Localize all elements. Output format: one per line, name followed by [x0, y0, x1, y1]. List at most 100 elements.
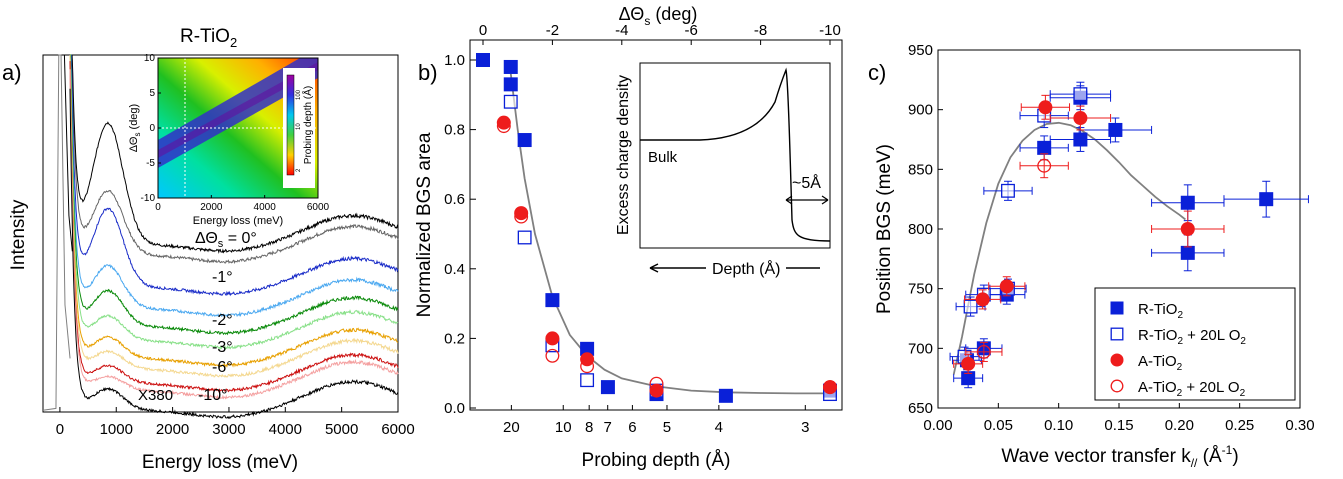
panel-c: c) 0.00 0.05 0.10 0.15 0.20 0.25 0.30 650 700 750…	[868, 42, 1315, 470]
y-tick-label: 800	[908, 221, 933, 238]
panel-b-inset: Excess charge density Bulk ~5Å Depth (Å)	[615, 62, 831, 278]
x-tick-label: 0.10	[1044, 417, 1073, 434]
spectrum-curve	[69, 54, 398, 368]
inset-heatmap-band-core	[158, 62, 318, 158]
x-tick-label: 0.15	[1104, 417, 1133, 434]
series-label-dtheta_-10: -10°	[198, 387, 228, 404]
series-label-dtheta_-3: -3°	[212, 339, 233, 356]
marker-open-square	[580, 373, 595, 388]
legend-subscript: 2	[1240, 388, 1246, 399]
top-x-tick-label: -4	[615, 22, 628, 39]
y-tick-label: 0.4	[444, 261, 465, 278]
panel-b-inset-frame	[639, 62, 831, 249]
x-tick-label: 6000	[381, 421, 414, 438]
inset-cbar-tick-2: 2	[296, 168, 302, 172]
legend-entry-1: R-TiO2	[1138, 301, 1183, 321]
marker-open-circle	[496, 119, 511, 134]
legend-text: + 20L O	[1182, 379, 1239, 396]
panel-b-label: b)	[418, 60, 438, 85]
series-label-dtheta_-6: -6°	[212, 359, 233, 376]
inset-cbar-tick-10: 10	[296, 123, 302, 130]
panel-c-y-axis-label: Position BGS (meV)	[874, 144, 895, 314]
marker-open-circle	[580, 359, 595, 374]
marker-filled-square	[1110, 301, 1124, 315]
marker-filled-square	[1259, 192, 1274, 207]
marker-open-square	[503, 94, 518, 109]
y-tick-label: 0.6	[444, 191, 465, 208]
legend-text: + 20L O	[1183, 327, 1240, 344]
marker-filled-square	[600, 380, 615, 395]
panel-a-frame	[42, 54, 399, 413]
marker-open-square	[517, 230, 532, 245]
top-x-tick-label: -8	[754, 22, 767, 39]
inset-y-tick-label: 0	[149, 123, 155, 134]
marker-filled-circle	[1180, 222, 1195, 236]
top-x-tick-label: -2	[546, 22, 559, 39]
bottom-x-tick-label: 20	[503, 419, 520, 436]
x-tick-label: 0.30	[1285, 417, 1314, 434]
bottom-x-tick-label: 4	[715, 419, 723, 436]
panel-b-fit	[509, 73, 830, 395]
marker-filled-circle	[1073, 111, 1088, 126]
panel-b-frame	[469, 39, 843, 411]
y-tick-label: 750	[908, 281, 933, 298]
panel-b-top-axis-label: ΔΘs (deg)	[619, 4, 698, 28]
y-tick-label: 0.2	[444, 330, 465, 347]
panel-b-inset-depth-label: Depth (Å)	[712, 259, 780, 278]
panel-c-x-axis-label: Wave vector transfer k// (Å-1)	[1001, 443, 1238, 470]
x-tick-label: 5000	[325, 421, 358, 438]
fit-curve	[952, 121, 1186, 375]
marker-filled-square	[1180, 195, 1195, 210]
inset-y-axis-label: ΔΘs (deg)	[128, 104, 142, 152]
inset-colorbar-label: Probing depth (Å)	[301, 86, 314, 164]
marker-filled-circle	[975, 292, 990, 307]
marker-open-circle	[976, 344, 991, 359]
y-tick-label: 650	[908, 400, 933, 417]
bottom-x-tick-label: 3	[801, 419, 809, 436]
spectrum-curve	[70, 54, 399, 318]
x-tick-label: 4000	[269, 421, 302, 438]
marker-open-square	[1073, 87, 1088, 102]
spectrum-curve	[69, 54, 399, 350]
panel-c-fit	[952, 121, 1186, 375]
marker-filled-square	[1073, 132, 1088, 147]
x-tick-label: 0.25	[1225, 417, 1254, 434]
x-tick-label: 3000	[212, 421, 245, 438]
legend-subscript: 2	[1177, 310, 1183, 321]
panel-c-label: c)	[868, 60, 886, 85]
elastic-peak-curve	[42, 54, 71, 411]
panel-b-y-axis-label: Normalized BGS area	[414, 132, 435, 317]
inset-y-tick-label: -10	[141, 193, 156, 204]
y-tick-label: 850	[908, 161, 933, 178]
inset-x-tick-label: 4000	[254, 202, 277, 213]
bottom-x-tick-label: 8	[585, 419, 593, 436]
panel-b-inset-thickness-arrow	[785, 195, 829, 205]
marker-open-circle	[514, 209, 529, 224]
marker-filled-square	[1037, 140, 1052, 155]
panel-a-label: a)	[2, 60, 22, 85]
inset-x-tick-label: 2000	[200, 202, 223, 213]
legend-subscript: 2	[1177, 388, 1183, 399]
panel-a-title: R-TiO2	[180, 26, 237, 50]
series-label-text: = 0°	[223, 230, 257, 247]
bottom-x-tick-label: 7	[604, 419, 612, 436]
panel-c-axes: 0.00 0.05 0.10 0.15 0.20 0.25 0.30 650 700 750 800…	[908, 42, 1315, 434]
marker-filled-square	[503, 59, 518, 74]
legend-entry-2: R-TiO2 + 20L O2	[1138, 327, 1246, 347]
bottom-x-tick-label: 5	[663, 419, 671, 436]
marker-filled-square	[1108, 122, 1123, 137]
x-tick-label: 0	[56, 421, 64, 438]
marker-filled-circle	[496, 115, 511, 130]
y-tick-label: 900	[908, 102, 933, 119]
panel-b-inset-y-label: Excess charge density	[615, 75, 632, 235]
marker-filled-square	[517, 133, 532, 148]
marker-filled-square	[545, 293, 560, 308]
series-label-dtheta_-1: -1°	[212, 269, 233, 286]
marker-open-square	[963, 299, 978, 314]
legend-subscript: 2	[1177, 336, 1183, 347]
top-x-tick-label: 0	[479, 22, 487, 39]
top-x-tick-label: -10	[819, 22, 841, 39]
series-label-dtheta_-2: -2°	[212, 312, 233, 329]
marker-open-square	[1001, 183, 1015, 198]
